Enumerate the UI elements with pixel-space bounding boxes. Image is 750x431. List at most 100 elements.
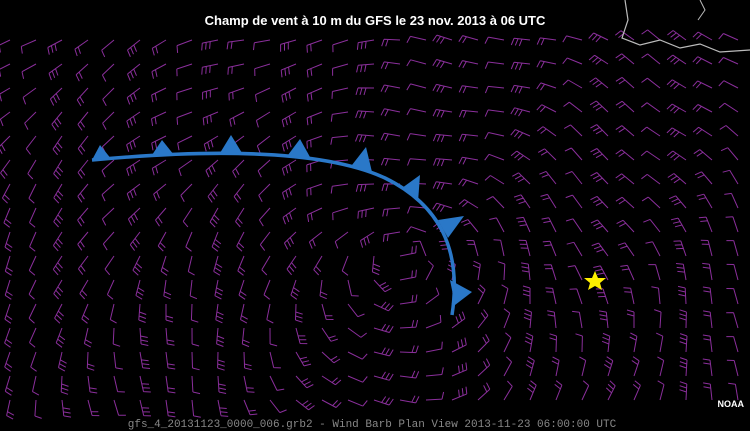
wind-barb bbox=[643, 218, 661, 233]
wind-barb bbox=[355, 87, 375, 96]
wind-barb bbox=[32, 375, 40, 396]
wind-barb bbox=[4, 351, 13, 372]
wind-barb bbox=[590, 195, 609, 209]
wind-barb bbox=[513, 194, 531, 209]
wind-barb bbox=[53, 207, 64, 228]
wind-barb bbox=[211, 231, 222, 252]
wind-barb bbox=[543, 264, 557, 281]
front-triangle bbox=[352, 147, 372, 172]
wind-barb bbox=[201, 39, 219, 51]
coastline bbox=[621, 0, 750, 53]
wind-barb bbox=[536, 37, 557, 46]
wind-barb bbox=[151, 63, 167, 79]
wind-barb bbox=[0, 159, 11, 179]
wind-barb bbox=[562, 35, 583, 43]
wind-barb bbox=[347, 375, 368, 383]
wind-barb bbox=[215, 303, 224, 324]
wind-barb bbox=[541, 217, 557, 233]
wind-barb bbox=[217, 375, 227, 394]
wind-barb bbox=[0, 87, 11, 102]
wind-barb bbox=[321, 303, 334, 320]
wind-barb bbox=[484, 175, 505, 185]
wind-barb bbox=[720, 147, 739, 161]
wind-barb bbox=[217, 351, 225, 371]
wind-barb bbox=[458, 109, 479, 118]
wind-barb bbox=[477, 382, 491, 401]
wind-barb bbox=[27, 159, 37, 180]
wind-barb bbox=[356, 63, 375, 73]
wind-barb bbox=[510, 61, 531, 71]
wind-barb bbox=[269, 351, 281, 369]
wind-barb bbox=[51, 111, 63, 131]
wind-barb bbox=[668, 195, 687, 209]
wind-barb bbox=[406, 59, 427, 67]
wind-barb bbox=[425, 391, 445, 401]
wind-barb bbox=[30, 351, 37, 372]
wind-barb bbox=[77, 183, 89, 203]
wind-barb bbox=[554, 380, 563, 401]
wind-barb bbox=[306, 183, 323, 197]
wind-barb bbox=[202, 87, 219, 100]
wind-barb bbox=[189, 279, 198, 300]
wind-barb bbox=[521, 262, 531, 281]
wind-barb bbox=[139, 351, 151, 369]
front-triangle bbox=[92, 145, 112, 160]
wind-barb bbox=[673, 240, 687, 257]
wind-barb bbox=[677, 285, 687, 305]
wind-barb bbox=[666, 103, 687, 114]
front-triangle bbox=[402, 175, 420, 202]
wind-barb bbox=[399, 345, 419, 354]
wind-barb bbox=[728, 382, 739, 401]
wind-barb bbox=[4, 303, 13, 324]
wind-barb bbox=[451, 311, 466, 329]
wind-barb bbox=[191, 327, 200, 347]
wind-barb bbox=[497, 261, 506, 281]
wind-barb bbox=[432, 202, 453, 212]
wind-barb bbox=[295, 399, 315, 411]
wind-barb bbox=[202, 111, 219, 126]
wind-barb bbox=[567, 265, 583, 281]
wind-barb bbox=[718, 80, 739, 89]
wind-barb bbox=[77, 111, 89, 131]
wind-barb bbox=[670, 217, 687, 233]
wind-barb bbox=[399, 370, 420, 379]
wind-barb bbox=[601, 332, 611, 353]
wind-barb bbox=[522, 285, 531, 304]
wind-barb bbox=[692, 31, 713, 41]
wind-barb bbox=[523, 308, 532, 329]
wind-barb bbox=[356, 39, 375, 50]
wind-barb bbox=[241, 327, 250, 348]
wind-barb bbox=[536, 104, 557, 113]
star-marker bbox=[584, 271, 606, 290]
wind-barbs bbox=[0, 29, 739, 420]
wind-barb bbox=[425, 260, 434, 281]
wind-barb bbox=[4, 279, 13, 300]
wind-barb bbox=[667, 30, 687, 41]
wind-barb bbox=[77, 207, 89, 227]
wind-barb bbox=[112, 327, 121, 347]
wind-barb bbox=[281, 111, 297, 128]
wind-barb bbox=[562, 79, 583, 89]
wind-barb bbox=[81, 303, 90, 324]
wind-barb bbox=[157, 231, 167, 252]
wind-barb bbox=[380, 61, 401, 70]
wind-barb bbox=[615, 76, 635, 89]
wind-barb bbox=[702, 262, 713, 281]
wind-barb bbox=[406, 83, 427, 91]
wind-barb bbox=[214, 279, 224, 300]
wind-barb bbox=[412, 240, 427, 257]
wind-barb bbox=[261, 255, 271, 276]
wind-barb bbox=[240, 303, 248, 324]
wind-barb bbox=[83, 327, 92, 348]
wind-barb bbox=[382, 231, 401, 242]
cold-front bbox=[91, 135, 472, 316]
wind-barb bbox=[563, 101, 583, 113]
wind-barb bbox=[615, 53, 635, 65]
wind-barb bbox=[484, 153, 505, 161]
wind-barb bbox=[503, 380, 513, 401]
wind-barb bbox=[617, 242, 635, 257]
wind-barb bbox=[565, 171, 583, 185]
wind-barb bbox=[229, 111, 245, 127]
wind-barb bbox=[74, 39, 89, 57]
wind-barb bbox=[306, 87, 323, 102]
